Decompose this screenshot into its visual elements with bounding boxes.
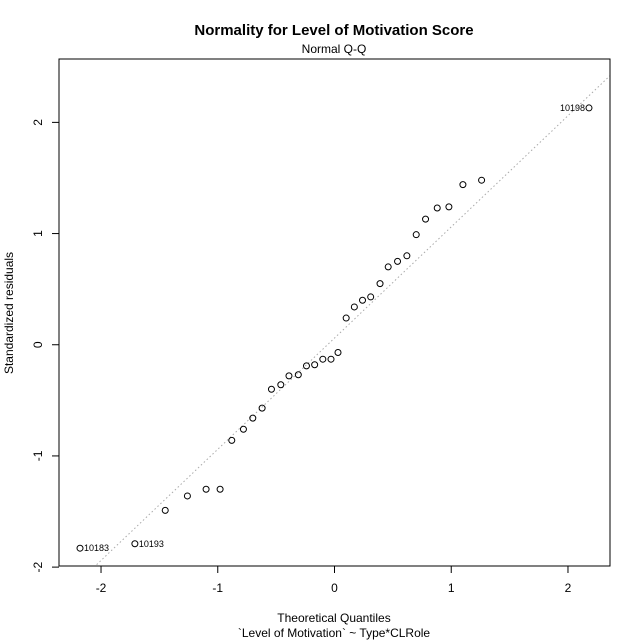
data-point-28 [422, 215, 430, 223]
data-point-24 [384, 263, 392, 271]
x-tick-label-3: 1 [448, 581, 455, 595]
data-point-8 [249, 414, 257, 422]
point-label-0: 10183 [84, 543, 109, 553]
data-point-27 [412, 231, 420, 239]
data-point-10 [267, 385, 275, 393]
data-point-22 [367, 293, 375, 301]
x-axis-subtitle: `Level of Motivation` ~ Type*CLRole [238, 626, 431, 640]
x-axis-title: Theoretical Quantiles [277, 611, 390, 625]
reference-line [94, 75, 610, 566]
data-point-13 [294, 371, 302, 379]
x-tick-label-0: -2 [96, 581, 107, 595]
y-axis-title: Standardized residuals [2, 252, 16, 374]
data-point-7 [239, 425, 247, 433]
chart-subtitle: Normal Q-Q [302, 42, 367, 56]
x-tick-label-1: -1 [212, 581, 223, 595]
data-point-11 [277, 381, 285, 389]
y-tick-label-4: 2 [31, 119, 45, 126]
data-point-26 [403, 252, 411, 260]
data-point-29 [433, 204, 441, 212]
data-point-15 [311, 361, 319, 369]
data-point-23 [376, 280, 384, 288]
data-point-12 [285, 372, 293, 380]
data-point-19 [342, 314, 350, 322]
data-point-18 [334, 349, 342, 357]
data-point-6 [228, 436, 236, 444]
data-point-21 [359, 296, 367, 304]
data-point-3 [183, 492, 191, 500]
x-tick-label-2: 0 [331, 581, 338, 595]
point-label-1: 10193 [139, 539, 164, 549]
data-point-32 [478, 176, 486, 184]
data-point-5 [216, 485, 224, 493]
data-point-2 [161, 506, 169, 514]
point-label-33: 10198 [560, 103, 585, 113]
data-point-16 [319, 355, 327, 363]
y-tick-label-2: 0 [31, 341, 45, 348]
data-point-17 [327, 355, 335, 363]
data-point-31 [459, 181, 467, 189]
y-tick-label-1: -1 [31, 450, 45, 461]
data-point-20 [350, 303, 358, 311]
data-point-4 [202, 485, 210, 493]
data-point-9 [258, 404, 266, 412]
data-point-30 [445, 203, 453, 211]
data-point-0 [76, 544, 84, 552]
chart-title: Normality for Level of Motivation Score [194, 22, 473, 39]
data-point-25 [394, 257, 402, 265]
plot-frame [58, 58, 611, 567]
y-tick-label-3: 1 [31, 230, 45, 237]
data-point-1 [131, 540, 139, 548]
x-tick-label-4: 2 [565, 581, 572, 595]
y-tick-label-0: -2 [31, 561, 45, 572]
data-point-33 [585, 104, 593, 112]
data-point-14 [302, 362, 310, 370]
